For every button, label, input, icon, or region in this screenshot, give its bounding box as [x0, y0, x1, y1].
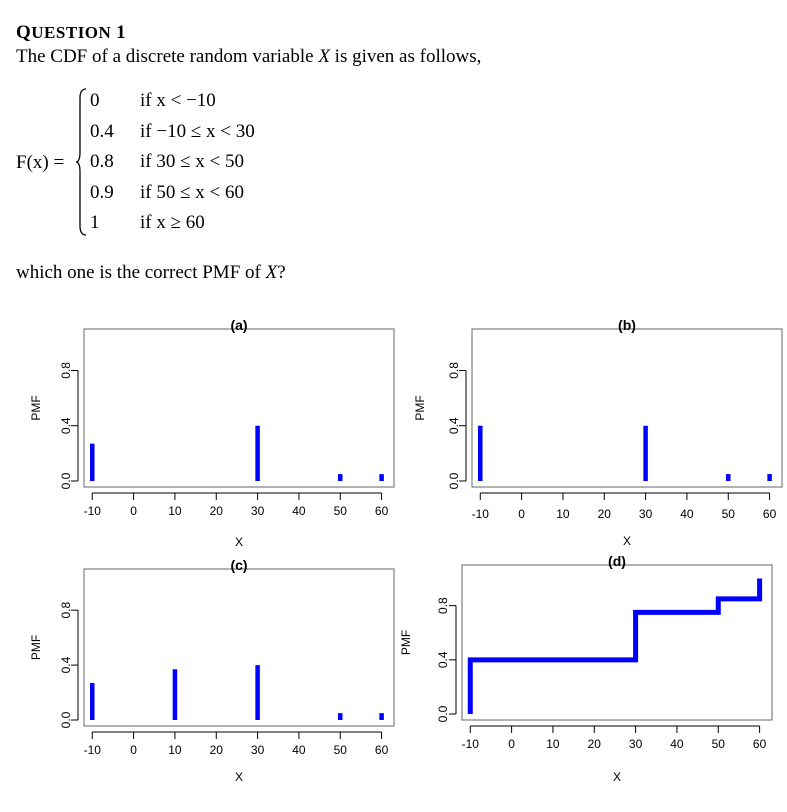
- case-condition: if −10 ≤ x < 30: [140, 120, 255, 142]
- case-value: 0.8: [90, 151, 114, 172]
- x-tick-label: -10: [84, 743, 102, 757]
- intro-text: The CDF of a discrete random variable X …: [16, 46, 481, 68]
- pmf-plot-d: (d) -10 0 10 20 30 40 50 60 0.0 0.4 0.8 X PMF: [399, 553, 773, 784]
- y-tick-label: 0.8: [59, 362, 73, 379]
- y-tick-label: 0.8: [447, 362, 461, 379]
- case-condition: if x < −10: [140, 90, 216, 111]
- x-tick-label: 50: [722, 507, 736, 521]
- x-tick-label: 20: [598, 507, 612, 521]
- x-axis-label: X: [623, 534, 631, 548]
- plot-frame: [83, 568, 395, 727]
- case-value: 0.4: [90, 120, 114, 142]
- x-axis-label: X: [235, 535, 243, 549]
- y-tick-label: 0.8: [59, 602, 73, 619]
- plot-title: (a): [230, 317, 247, 333]
- intro-part1: The CDF of a discrete random variable: [16, 46, 319, 67]
- cdf-case: 0.8 if 30 ≤ x < 50: [90, 151, 255, 182]
- question-part1: which one is the correct PMF of: [16, 262, 266, 283]
- x-tick-label: 0: [518, 507, 525, 521]
- x-tick-label: 30: [251, 504, 265, 518]
- y-tick-label: 0.4: [59, 656, 73, 673]
- x-tick-label: 40: [292, 743, 306, 757]
- x-tick-label: 0: [130, 743, 137, 757]
- question-text: which one is the correct PMF of X?: [16, 262, 286, 284]
- plot-title: (d): [608, 553, 626, 569]
- cdf-lhs: F(x) =: [16, 152, 65, 173]
- y-tick-label: 0.0: [59, 711, 73, 728]
- case-condition: if 50 ≤ x < 60: [140, 181, 244, 203]
- y-tick-label: 0.8: [436, 597, 450, 614]
- x-tick-label: 60: [763, 507, 777, 521]
- plot-frame: [83, 328, 395, 488]
- x-tick-label: 30: [251, 743, 265, 757]
- cdf-cases: 0 if x < −10 0.4 if −10 ≤ x < 30 0.8 if 30 …: [90, 90, 255, 243]
- y-tick-label: 0.0: [436, 705, 450, 722]
- question-variable: X: [265, 262, 278, 283]
- y-tick-label: 0.4: [59, 417, 73, 434]
- x-tick-label: 60: [753, 737, 767, 751]
- case-value: 0.9: [90, 181, 114, 203]
- x-tick-label: 20: [210, 743, 224, 757]
- x-tick-label: 40: [670, 737, 684, 751]
- case-value: 0: [90, 90, 100, 111]
- question-part2: ?: [277, 262, 286, 283]
- x-tick-label: 10: [556, 507, 570, 521]
- x-tick-label: 40: [680, 507, 694, 521]
- y-axis-label: PMF: [413, 395, 427, 420]
- y-axis-label: PMF: [29, 635, 43, 660]
- x-tick-label: 50: [712, 737, 726, 751]
- cdf-case: 0 if x < −10: [90, 90, 255, 121]
- x-tick-label: 10: [168, 504, 182, 518]
- x-tick-label: 50: [334, 504, 348, 518]
- intro-part2: is given as follows,: [329, 46, 482, 67]
- x-tick-label: 10: [546, 737, 560, 751]
- y-tick-label: 0.4: [436, 651, 450, 668]
- x-tick-label: 40: [292, 504, 306, 518]
- intro-variable: X: [318, 46, 330, 67]
- x-tick-label: 30: [629, 737, 643, 751]
- x-tick-label: 10: [168, 743, 182, 757]
- heading-rest: UESTION: [31, 23, 112, 42]
- case-condition: if x ≥ 60: [140, 212, 205, 233]
- y-tick-label: 0.0: [447, 472, 461, 489]
- question-heading: QUESTION 1: [16, 22, 126, 44]
- x-axis-label: X: [613, 770, 621, 784]
- x-tick-label: 20: [588, 737, 602, 751]
- x-tick-label: -10: [462, 737, 480, 751]
- y-tick-label: 0.4: [447, 417, 461, 434]
- y-tick-label: 0.0: [59, 472, 73, 489]
- plot-frame: [471, 328, 783, 488]
- cdf-case: 0.4 if −10 ≤ x < 30: [90, 121, 255, 152]
- heading-number: 1: [116, 22, 127, 43]
- heading-first-letter: Q: [16, 22, 32, 43]
- x-tick-label: 60: [375, 504, 389, 518]
- cdf-case: 1 if x ≥ 60: [90, 212, 255, 243]
- pmf-plot-b: (b) -10 0 10 20 30 40 50 60 0.0 0.4 0.8 X PMF: [413, 317, 783, 548]
- x-tick-label: -10: [472, 507, 490, 521]
- x-tick-label: -10: [84, 504, 102, 518]
- case-value: 1: [90, 212, 100, 233]
- plot-title: (c): [230, 557, 247, 573]
- pmf-plot-a: (a) -10 0 10 20 30 40 50 60 0.0 0.4 0.8 X PMF: [29, 317, 395, 549]
- x-tick-label: 60: [375, 743, 389, 757]
- x-tick-label: 50: [334, 743, 348, 757]
- x-tick-label: 0: [508, 737, 515, 751]
- y-axis-label: PMF: [29, 395, 43, 420]
- case-condition: if 30 ≤ x < 50: [140, 151, 244, 172]
- x-tick-label: 20: [210, 504, 224, 518]
- plot-frame: [461, 564, 773, 721]
- x-tick-label: 0: [130, 504, 137, 518]
- plot-title: (b): [618, 317, 636, 333]
- x-axis-label: X: [235, 770, 243, 784]
- cdf-case: 0.9 if 50 ≤ x < 60: [90, 182, 255, 213]
- x-tick-label: 30: [639, 507, 653, 521]
- cdf-brace: [76, 88, 87, 236]
- cdf-step-line: [467, 578, 763, 714]
- pmf-plot-c: (c) -10 0 10 20 30 40 50 60 0.0 0.4 0.8 X PMF: [29, 557, 395, 784]
- y-axis-label: PMF: [399, 630, 413, 655]
